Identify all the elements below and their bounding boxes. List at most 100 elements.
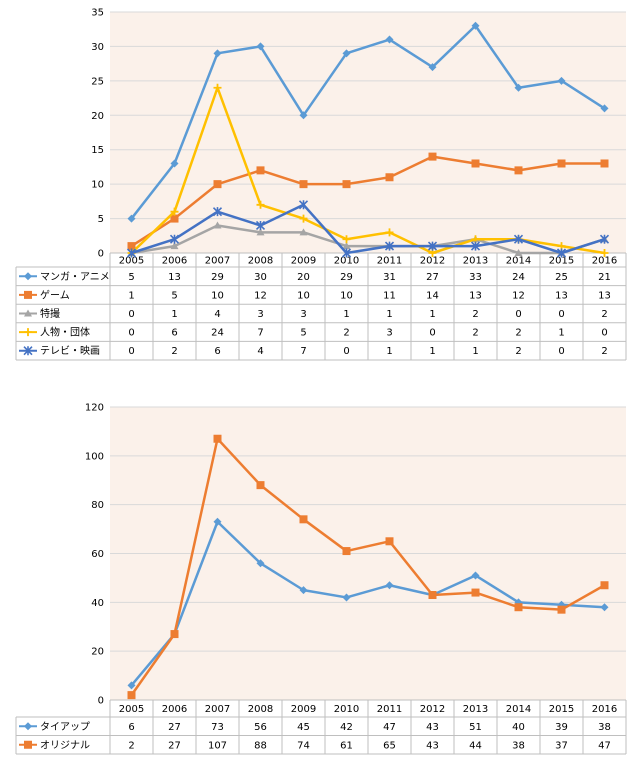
svg1-y-tick-label: 35 xyxy=(91,8,104,19)
svg1-data-point xyxy=(342,235,351,244)
svg1-series-line xyxy=(131,203,605,255)
svg1-data-point xyxy=(170,159,179,168)
svg1-data-point xyxy=(299,180,308,189)
svg1-table-value: 13 xyxy=(168,272,181,283)
svg1-table-value: 0 xyxy=(128,309,134,320)
svg1-data-point xyxy=(213,49,222,58)
svg2-data-point xyxy=(299,515,308,524)
svg1-data-point xyxy=(600,104,609,113)
svg1-table-value: 31 xyxy=(383,272,396,283)
svg2-legend-label: オリジナル xyxy=(40,739,90,751)
svg2-x-tick-label: 2006 xyxy=(162,704,187,715)
tieup-line-chart: 0 20 40 60 80 100 120 2005 2006 2007 2008 2009 2010 2… xyxy=(0,395,635,757)
svg1-data-point xyxy=(600,159,609,168)
svg1-table-value: 12 xyxy=(254,290,267,301)
svg2-table-value: 39 xyxy=(555,722,568,733)
svg2-table-value: 37 xyxy=(555,740,568,751)
svg2-table-value: 40 xyxy=(512,722,525,733)
svg1-data-point xyxy=(341,248,352,258)
svg1-plot-area xyxy=(110,12,626,253)
svg1-data-point xyxy=(514,249,523,256)
svg1-y-tick-label: 0 xyxy=(98,249,104,260)
svg1-legend-label: 人物・団体 xyxy=(40,326,90,339)
svg2-legend-key-marker xyxy=(24,722,32,731)
svg1-data-point xyxy=(384,241,395,251)
svg2-series-line xyxy=(130,520,605,687)
svg1-data-point xyxy=(256,228,265,236)
svg1-table-value: 3 xyxy=(300,309,306,320)
svg1-data-point xyxy=(299,228,308,236)
svg1-table-value: 0 xyxy=(128,346,134,357)
svg1-table-value: 1 xyxy=(128,290,134,301)
svg1-table-value: 4 xyxy=(257,346,263,357)
svg2-x-tick-label: 2011 xyxy=(377,704,402,715)
tieup-line-chart-svg: 0 20 40 60 80 100 120 2005 2006 2007 2008 2009 2010 2… xyxy=(15,403,627,755)
svg1-table-value: 4 xyxy=(214,309,220,320)
svg1-table-value: 7 xyxy=(257,328,263,339)
svg1-legend-key-marker xyxy=(24,328,32,337)
svg1-y-tick-label: 30 xyxy=(91,42,104,53)
svg1-data-point xyxy=(471,21,480,30)
svg1-x-tick-label: 2007 xyxy=(205,256,230,267)
svg1-table-value: 5 xyxy=(300,328,306,339)
svg1-legend-label: ゲーム xyxy=(40,289,70,301)
svg2-table-value: 38 xyxy=(512,740,525,751)
svg2-table-value: 27 xyxy=(168,722,181,733)
svg1-data-point xyxy=(127,242,136,251)
svg1-table-value: 13 xyxy=(555,290,568,301)
svg2-x-tick-label: 2013 xyxy=(463,704,488,715)
svg1-data-point xyxy=(299,214,308,223)
svg2-table-value: 45 xyxy=(297,722,310,733)
svg1-data-point xyxy=(256,200,265,209)
svg2-table-value: 88 xyxy=(254,740,267,751)
svg1-data-point xyxy=(600,249,609,257)
svg2-data-point xyxy=(385,537,394,546)
svg2-y-tick-label: 100 xyxy=(85,451,104,462)
svg1-table-value: 25 xyxy=(555,272,568,283)
svg1-x-tick-label: 2011 xyxy=(377,256,402,267)
svg1-series-line xyxy=(131,224,605,255)
svg2-x-tick-label: 2007 xyxy=(205,704,230,715)
svg1-x-tick-label: 2013 xyxy=(463,256,488,267)
svg2-y-tick-label: 20 xyxy=(91,647,104,658)
svg2-data-point xyxy=(213,434,222,443)
svg1-table-value: 2 xyxy=(515,328,521,339)
svg1-table-value: 0 xyxy=(128,328,134,339)
svg1-table-value: 2 xyxy=(472,309,478,320)
svg2-data-point xyxy=(471,588,480,597)
svg1-data-point xyxy=(470,241,481,251)
svg2-table-value: 38 xyxy=(598,722,611,733)
svg2-table-value: 56 xyxy=(254,722,267,733)
svg2-data-point xyxy=(342,547,351,556)
svg1-table-value: 1 xyxy=(558,328,564,339)
svg2-legend-label: タイアップ xyxy=(40,721,90,733)
svg2-y-tick-label: 120 xyxy=(85,403,104,414)
svg1-x-tick-label: 2016 xyxy=(592,256,617,267)
svg1-table-value: 29 xyxy=(340,272,353,283)
svg1-data-point xyxy=(514,83,523,92)
svg1-legend-key-marker xyxy=(23,346,33,356)
svg1-legend-label: マンガ・アニメ xyxy=(40,271,110,283)
svg1-data-point xyxy=(256,42,265,51)
svg1-table-value: 30 xyxy=(254,272,267,283)
svg2-table-value: 73 xyxy=(211,722,224,733)
genre-line-chart: 0 5 10 15 20 25 30 35 2005 2006 2007 2008 2009 2010 20… xyxy=(0,0,635,362)
svg2-x-tick-label: 2015 xyxy=(549,704,574,715)
svg1-table-value: 5 xyxy=(128,272,134,283)
svg2-x-tick-label: 2012 xyxy=(420,704,445,715)
svg1-x-tick-label: 2009 xyxy=(291,256,316,267)
svg1-table-value: 2 xyxy=(601,309,607,320)
svg1-data-point xyxy=(170,207,179,216)
svg2-table-value: 51 xyxy=(469,722,482,733)
svg2-data-point xyxy=(127,681,136,690)
svg2-table-value: 43 xyxy=(426,722,439,733)
svg2-table-value: 27 xyxy=(168,740,181,751)
svg1-table-value: 2 xyxy=(171,346,177,357)
svg1-table-value: 10 xyxy=(211,290,224,301)
svg2-legend-key-marker xyxy=(24,740,32,749)
svg2-data-point xyxy=(170,630,179,639)
svg2-table-value: 47 xyxy=(383,722,396,733)
svg1-table-value: 2 xyxy=(343,328,349,339)
svg1-data-point xyxy=(385,228,394,237)
